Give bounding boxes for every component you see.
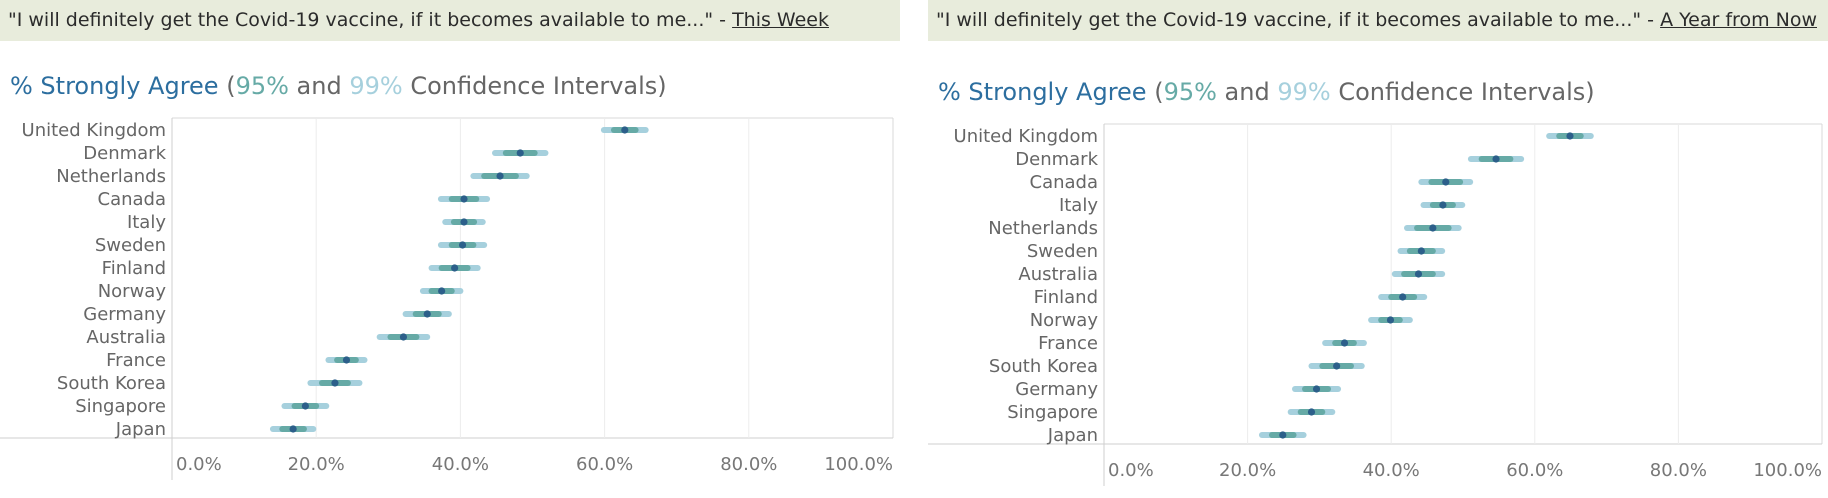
country-label: Japan — [115, 419, 166, 440]
title-period-link[interactable]: This Week — [732, 9, 829, 31]
panel-a-year-from-now: "I will definitely get the Covid-19 vacc… — [928, 0, 1828, 498]
country-label: United Kingdom — [954, 126, 1098, 147]
chart-subtitle: % Strongly Agree (95% and 99% Confidence… — [10, 72, 667, 100]
estimate-point[interactable] — [1417, 247, 1425, 255]
subtitle-95: 95% — [235, 72, 289, 100]
country-label: Finland — [1034, 287, 1098, 308]
subtitle-strongly-agree: % Strongly Agree — [938, 78, 1147, 106]
x-tick-label: 100.0% — [824, 454, 893, 475]
country-label: Australia — [86, 327, 166, 348]
country-label: Norway — [1030, 310, 1099, 331]
x-tick-label: 20.0% — [288, 454, 345, 475]
estimate-point[interactable] — [496, 172, 504, 180]
subtitle-open-paren: ( — [1146, 78, 1164, 106]
x-tick-label: 100.0% — [1753, 460, 1822, 481]
estimate-point[interactable] — [1307, 408, 1316, 416]
country-label: France — [106, 350, 166, 371]
country-label: Denmark — [83, 143, 166, 164]
x-tick-label: 20.0% — [1219, 460, 1276, 481]
estimate-point[interactable] — [438, 287, 446, 295]
country-label: Netherlands — [56, 166, 166, 187]
estimate-point[interactable] — [460, 218, 468, 226]
x-tick-label: 0.0% — [176, 454, 222, 475]
estimate-point[interactable] — [1340, 339, 1349, 347]
subtitle-open-paren: ( — [218, 72, 236, 100]
country-label: Australia — [1018, 264, 1098, 285]
country-label: Finland — [102, 258, 166, 279]
estimate-point[interactable] — [1566, 132, 1574, 140]
estimate-point[interactable] — [1386, 316, 1395, 324]
title-prefix: "I will definitely get the Covid-19 vacc… — [936, 9, 1661, 31]
country-label: Netherlands — [988, 218, 1098, 239]
country-label: Italy — [1059, 195, 1098, 216]
worksheet-title: "I will definitely get the Covid-19 vacc… — [928, 0, 1828, 41]
country-label: Singapore — [75, 396, 166, 417]
estimate-point[interactable] — [1439, 201, 1447, 209]
x-tick-label: 60.0% — [576, 454, 633, 475]
x-tick-label: 0.0% — [1108, 460, 1154, 481]
country-label: South Korea — [57, 373, 166, 394]
chart-subtitle: % Strongly Agree (95% and 99% Confidence… — [938, 78, 1595, 106]
estimate-point[interactable] — [458, 241, 467, 249]
subtitle-and: and — [1216, 78, 1278, 106]
panel-this-week: "I will definitely get the Covid-19 vacc… — [0, 0, 900, 498]
estimate-point[interactable] — [1399, 293, 1407, 301]
x-tick-label: 80.0% — [1650, 460, 1707, 481]
subtitle-and: and — [288, 72, 350, 100]
estimate-point[interactable] — [423, 310, 431, 318]
title-prefix: "I will definitely get the Covid-19 vacc… — [8, 9, 733, 31]
subtitle-99: 99% — [1277, 78, 1331, 106]
estimate-point[interactable] — [1492, 155, 1500, 163]
subtitle-ci: Confidence Intervals) — [1330, 78, 1595, 106]
country-label: Sweden — [1027, 241, 1098, 262]
estimate-point[interactable] — [342, 356, 351, 364]
estimate-point[interactable] — [1279, 431, 1287, 439]
estimate-point[interactable] — [1333, 362, 1341, 370]
country-label: Canada — [1030, 172, 1099, 193]
estimate-point[interactable] — [451, 264, 459, 272]
subtitle-99: 99% — [349, 72, 403, 100]
estimate-point[interactable] — [289, 425, 297, 433]
country-label: South Korea — [989, 356, 1098, 377]
estimate-point[interactable] — [516, 149, 524, 157]
country-label: Italy — [127, 212, 166, 233]
estimate-point[interactable] — [1429, 224, 1437, 232]
estimate-point[interactable] — [1414, 270, 1423, 278]
country-label: Canada — [98, 189, 167, 210]
estimate-point[interactable] — [1312, 385, 1321, 393]
estimate-point[interactable] — [1442, 178, 1450, 186]
country-label: France — [1038, 333, 1098, 354]
x-tick-label: 40.0% — [432, 454, 489, 475]
x-tick-label: 80.0% — [720, 454, 777, 475]
country-label: Sweden — [95, 235, 166, 256]
estimate-point[interactable] — [460, 195, 468, 203]
estimate-point[interactable] — [331, 379, 339, 387]
dot-plot-chart[interactable]: 0.0% 20.0% 40.0% 60.0% 80.0% 100.0% United Kin… — [928, 123, 1828, 494]
country-label: Germany — [83, 304, 166, 325]
subtitle-ci: Confidence Intervals) — [402, 72, 667, 100]
country-label: Norway — [98, 281, 167, 302]
dot-plot-chart[interactable]: 0.0% 20.0% 40.0% 60.0% 80.0% 100.0% United Kin… — [0, 117, 900, 488]
country-label: United Kingdom — [22, 120, 166, 141]
x-tick-label: 60.0% — [1506, 460, 1563, 481]
country-label: Japan — [1047, 425, 1098, 446]
estimate-point[interactable] — [301, 402, 309, 410]
worksheet-title: "I will definitely get the Covid-19 vacc… — [0, 0, 900, 41]
estimate-point[interactable] — [621, 126, 629, 134]
country-label: Singapore — [1007, 402, 1098, 423]
estimate-point[interactable] — [399, 333, 408, 341]
country-label: Denmark — [1015, 149, 1098, 170]
subtitle-95: 95% — [1163, 78, 1217, 106]
country-label: Germany — [1015, 379, 1098, 400]
subtitle-strongly-agree: % Strongly Agree — [10, 72, 219, 100]
title-period-link[interactable]: A Year from Now — [1660, 9, 1817, 31]
x-tick-label: 40.0% — [1363, 460, 1420, 481]
